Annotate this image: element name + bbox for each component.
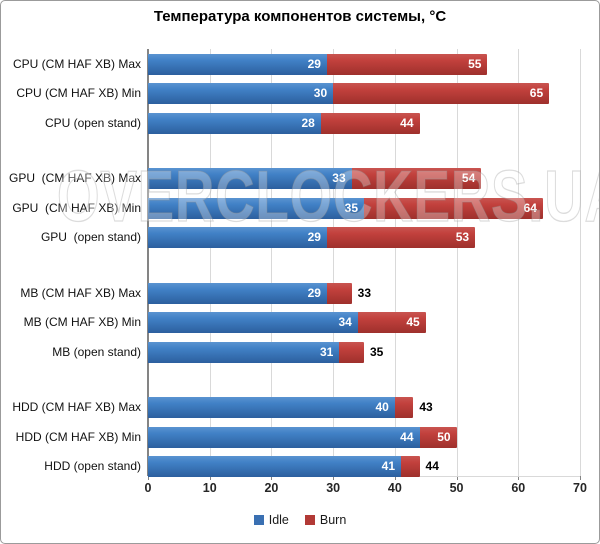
burn-value-label: 64 (523, 200, 537, 215)
bar-row: 44 28 (148, 112, 580, 134)
category-label: GPU (CM HAF XB) Min (12, 200, 141, 215)
burn-legend-swatch (304, 515, 315, 525)
burn-value-label: 54 (461, 171, 476, 185)
axis-tick (333, 476, 335, 480)
idle-bar: 28 (148, 112, 321, 134)
bar-row: 65 30 (148, 83, 580, 104)
category-label: GPU (open stand) (40, 230, 141, 244)
burn-value-label: 53 (455, 230, 470, 244)
idle-bar: 29 (148, 53, 327, 75)
idle-value-label: 35 (344, 200, 358, 215)
idle-bar: 40 (148, 397, 395, 418)
category-label: MB (CM HAF XB) Min (23, 315, 141, 329)
x-axis-tick-label: 40 (387, 481, 402, 495)
bar-row: 64 35 (148, 197, 580, 219)
burn-value-label: 65 (529, 86, 544, 100)
axis-tick (580, 476, 581, 480)
bar-row: 45 34 (148, 312, 580, 333)
idle-value-label: 40 (375, 400, 389, 414)
idle-legend-label: Idle (268, 513, 289, 527)
x-axis-tick-label: 10 (202, 481, 217, 495)
x-axis-tick-label: 30 (326, 481, 341, 495)
burn-legend-label: Burn (319, 513, 347, 527)
bar-row: 55 29 (148, 53, 580, 75)
idle-value-label: 31 (319, 344, 334, 359)
category-axis-line (147, 49, 149, 476)
x-axis-tick-label: 70 (573, 481, 587, 495)
gridline (580, 49, 581, 476)
idle-bar: 33 (148, 168, 352, 189)
category-label: HDD (CM HAF XB) Max (12, 400, 141, 414)
category-label: GPU (CM HAF XB) Max (8, 171, 141, 185)
burn-value-label: 55 (468, 56, 482, 71)
chart-title: Температура компонентов системы, °C (153, 8, 447, 25)
bar-row: 31 35 (148, 341, 580, 363)
category-label: CPU (CM HAF XB) Max (12, 56, 141, 71)
idle-legend-swatch (253, 515, 264, 525)
idle-value-label: 41 (381, 459, 396, 473)
x-axis-tick-label: 0 (144, 481, 152, 495)
burn-value-label: 33 (357, 285, 372, 300)
axis-tick (209, 476, 211, 480)
burn-value-label: 35 (370, 344, 384, 359)
category-label: CPU (open stand) (44, 115, 141, 130)
idle-value-label: 28 (301, 115, 315, 130)
burn-value-label: 44 (400, 115, 414, 130)
idle-bar: 41 (148, 456, 402, 477)
bar-row: 50 44 (148, 426, 580, 448)
bar-row: 54 33 (148, 168, 580, 189)
idle-bar: 44 (148, 426, 420, 448)
idle-bar: 34 (148, 312, 358, 333)
legend-item-burn: Burn (304, 513, 347, 527)
burn-value-label: 50 (437, 429, 451, 444)
idle-value-label: 34 (338, 315, 352, 329)
x-axis-tick-label: 60 (511, 481, 526, 495)
idle-value-label: 44 (400, 429, 414, 444)
gridline (456, 49, 458, 476)
axis-tick (518, 476, 520, 480)
gridline (209, 49, 211, 476)
axis-tick (148, 476, 149, 480)
bar-row: 41 44 (148, 456, 580, 477)
idle-value-label: 29 (307, 285, 321, 300)
gridline (271, 49, 273, 476)
category-label: HDD (open stand) (44, 459, 141, 473)
idle-value-label: 33 (332, 171, 346, 185)
burn-value-label: 45 (406, 315, 420, 329)
x-axis-tick-label: 20 (264, 481, 279, 495)
idle-value-label: 30 (313, 86, 328, 100)
idle-bar: 31 (148, 341, 340, 363)
category-label: MB (open stand) (52, 344, 141, 359)
gridline (394, 49, 396, 476)
category-label: CPU (CM HAF XB) Min (16, 86, 141, 100)
bar-row: 29 33 (148, 282, 580, 304)
axis-tick (271, 476, 273, 480)
gridline (518, 49, 520, 476)
bar-row: 40 43 (148, 397, 580, 418)
idle-value-label: 29 (307, 230, 321, 244)
legend: Idle Burn (1, 510, 599, 530)
category-label: MB (CM HAF XB) Max (20, 285, 141, 300)
idle-bar: 30 (148, 83, 334, 104)
burn-value-label: 43 (419, 400, 433, 414)
legend-item-idle: Idle (253, 513, 289, 527)
idle-bar: 35 (148, 197, 364, 219)
axis-tick (394, 476, 396, 480)
idle-bar: 29 (148, 282, 327, 304)
plot-area: 55 29 65 30 44 28 54 33 64 35 53 29 29 33 45 34 31 35 40 43… (147, 49, 581, 480)
idle-bar: 29 (148, 227, 327, 248)
burn-value-label: 44 (425, 459, 439, 473)
x-axis-tick-label: 50 (449, 481, 464, 495)
axis-tick (456, 476, 458, 480)
idle-value-label: 29 (307, 56, 321, 71)
gridline (333, 49, 335, 476)
category-label: HDD (CM HAF XB) Min (15, 429, 141, 444)
bar-row: 53 29 (148, 227, 580, 248)
